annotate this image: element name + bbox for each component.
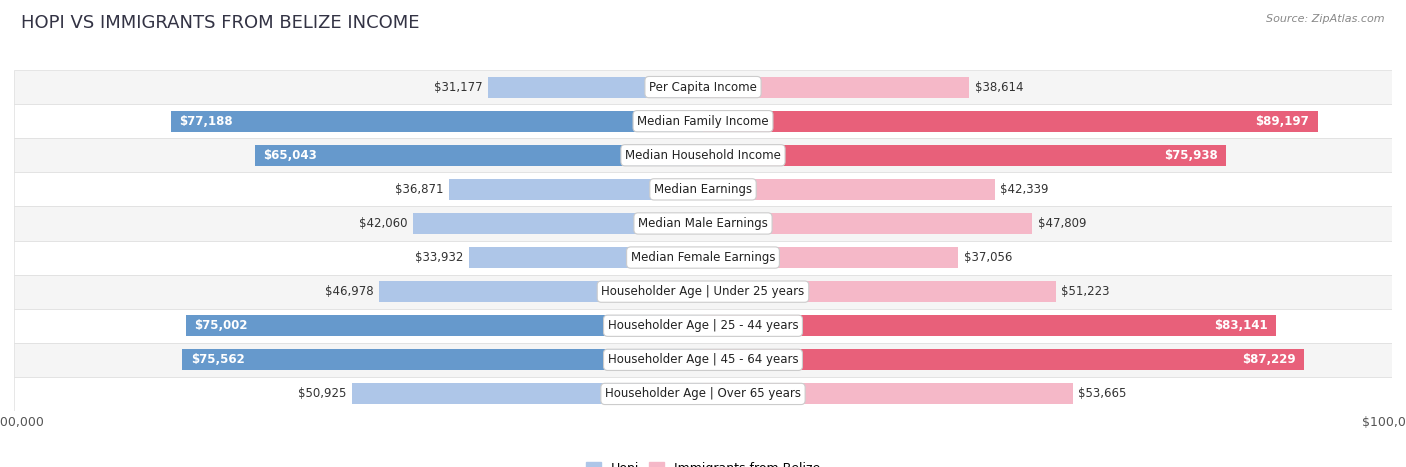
Bar bbox=[413, 213, 703, 234]
Bar bbox=[254, 145, 703, 166]
Text: $37,056: $37,056 bbox=[963, 251, 1012, 264]
Bar bbox=[14, 172, 1392, 206]
Text: Median Male Earnings: Median Male Earnings bbox=[638, 217, 768, 230]
Bar bbox=[14, 70, 1392, 104]
Text: $83,141: $83,141 bbox=[1213, 319, 1268, 332]
Bar bbox=[14, 343, 1392, 377]
Bar bbox=[183, 349, 703, 370]
Text: Median Earnings: Median Earnings bbox=[654, 183, 752, 196]
Text: $75,562: $75,562 bbox=[191, 354, 245, 366]
Bar bbox=[703, 281, 1056, 302]
Bar bbox=[172, 111, 703, 132]
Text: Householder Age | Under 25 years: Householder Age | Under 25 years bbox=[602, 285, 804, 298]
Bar bbox=[380, 281, 703, 302]
Bar bbox=[703, 383, 1073, 404]
Bar bbox=[14, 138, 1392, 172]
Bar bbox=[14, 206, 1392, 241]
Text: Median Female Earnings: Median Female Earnings bbox=[631, 251, 775, 264]
Text: $31,177: $31,177 bbox=[434, 81, 482, 93]
Text: Median Family Income: Median Family Income bbox=[637, 115, 769, 127]
Bar bbox=[703, 247, 959, 268]
Text: $42,060: $42,060 bbox=[359, 217, 408, 230]
Text: Median Household Income: Median Household Income bbox=[626, 149, 780, 162]
Bar bbox=[703, 145, 1226, 166]
Bar bbox=[14, 309, 1392, 343]
Bar bbox=[14, 241, 1392, 275]
Text: $89,197: $89,197 bbox=[1256, 115, 1309, 127]
Bar bbox=[703, 111, 1317, 132]
Bar bbox=[186, 315, 703, 336]
Bar bbox=[14, 377, 1392, 411]
Text: $46,978: $46,978 bbox=[325, 285, 374, 298]
Text: $77,188: $77,188 bbox=[180, 115, 233, 127]
Text: $51,223: $51,223 bbox=[1062, 285, 1109, 298]
Text: $75,938: $75,938 bbox=[1164, 149, 1218, 162]
Text: $50,925: $50,925 bbox=[298, 388, 347, 400]
Text: $38,614: $38,614 bbox=[974, 81, 1024, 93]
Text: HOPI VS IMMIGRANTS FROM BELIZE INCOME: HOPI VS IMMIGRANTS FROM BELIZE INCOME bbox=[21, 14, 419, 32]
Bar bbox=[703, 77, 969, 98]
Text: $42,339: $42,339 bbox=[1000, 183, 1049, 196]
Bar bbox=[14, 104, 1392, 138]
Text: Householder Age | 45 - 64 years: Householder Age | 45 - 64 years bbox=[607, 354, 799, 366]
Text: Householder Age | 25 - 44 years: Householder Age | 25 - 44 years bbox=[607, 319, 799, 332]
Bar bbox=[703, 315, 1275, 336]
Text: $75,002: $75,002 bbox=[194, 319, 247, 332]
Legend: Hopi, Immigrants from Belize: Hopi, Immigrants from Belize bbox=[581, 457, 825, 467]
Bar bbox=[703, 179, 994, 200]
Text: $36,871: $36,871 bbox=[395, 183, 443, 196]
Text: $87,229: $87,229 bbox=[1241, 354, 1296, 366]
Text: $33,932: $33,932 bbox=[415, 251, 464, 264]
Text: Per Capita Income: Per Capita Income bbox=[650, 81, 756, 93]
Bar bbox=[14, 275, 1392, 309]
Text: $65,043: $65,043 bbox=[263, 149, 316, 162]
Bar bbox=[488, 77, 703, 98]
Bar bbox=[703, 213, 1032, 234]
Bar bbox=[703, 349, 1303, 370]
Text: $47,809: $47,809 bbox=[1038, 217, 1087, 230]
Bar bbox=[449, 179, 703, 200]
Text: Householder Age | Over 65 years: Householder Age | Over 65 years bbox=[605, 388, 801, 400]
Text: Source: ZipAtlas.com: Source: ZipAtlas.com bbox=[1267, 14, 1385, 24]
Text: $53,665: $53,665 bbox=[1078, 388, 1126, 400]
Bar bbox=[352, 383, 703, 404]
Bar bbox=[470, 247, 703, 268]
